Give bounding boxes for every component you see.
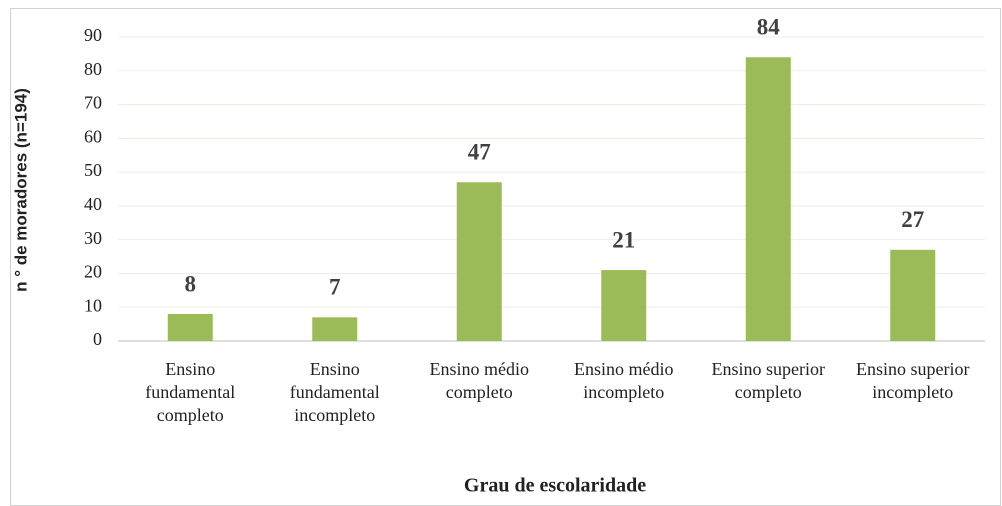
y-tick-label: 20 xyxy=(84,262,102,282)
x-tick-label: Ensino médio incompleto xyxy=(574,359,674,402)
y-tick-label: 10 xyxy=(84,295,102,315)
bar xyxy=(167,313,213,341)
data-label: 47 xyxy=(468,140,491,165)
y-tick-label: 70 xyxy=(84,93,102,113)
y-tick-label: 40 xyxy=(84,194,102,214)
y-tick-label: 90 xyxy=(84,25,102,45)
data-label: 84 xyxy=(757,15,781,40)
y-tick-label: 30 xyxy=(84,228,102,248)
data-label: 8 xyxy=(185,271,197,296)
x-axis-title: Grau de escolaridade xyxy=(464,475,646,497)
x-tick-label: Ensino superior completo xyxy=(711,359,825,402)
bar xyxy=(456,182,502,341)
y-tick-label: 50 xyxy=(84,160,102,180)
x-tick-label: Ensino médio completo xyxy=(429,359,530,402)
chart-frame xyxy=(10,8,1001,506)
x-tick-label: Ensino fundamental incompleto xyxy=(289,359,380,425)
bar xyxy=(890,249,936,341)
bar xyxy=(312,317,358,341)
x-tick-label: Ensino superior incompleto xyxy=(856,359,970,402)
bar xyxy=(601,270,647,341)
data-label: 7 xyxy=(329,275,341,300)
y-tick-label: 60 xyxy=(84,126,102,146)
bar xyxy=(745,57,791,342)
data-label: 21 xyxy=(612,227,635,252)
y-tick-label: 0 xyxy=(93,329,102,349)
y-tick-label: 80 xyxy=(84,59,102,79)
data-label: 27 xyxy=(901,207,924,232)
x-tick-label: Ensino fundamental completo xyxy=(145,359,236,425)
y-axis-title: n ° de moradores (n=194) xyxy=(11,88,30,292)
